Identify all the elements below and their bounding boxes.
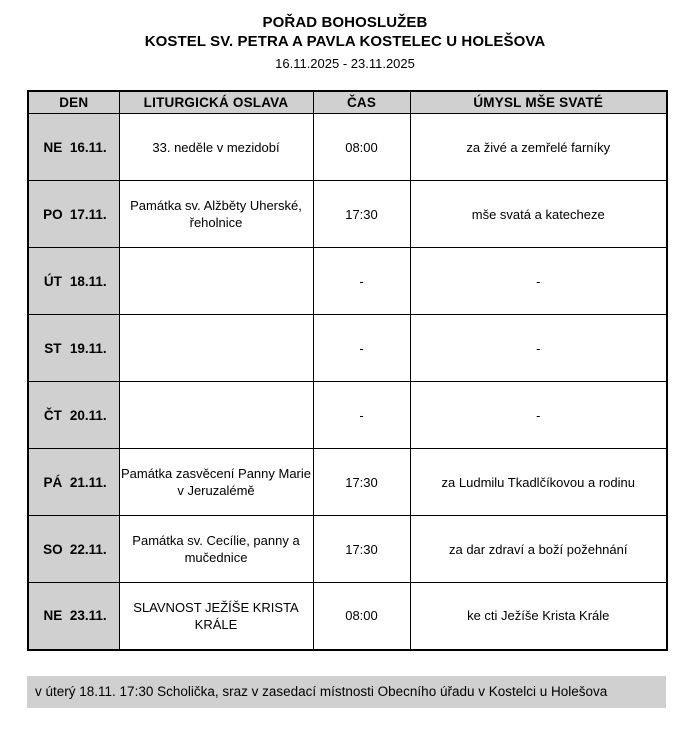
table-row: PÁ 21.11. Památka zasvěcení Panny Marie v … xyxy=(27,448,668,516)
cell-day: SO 22.11. xyxy=(27,515,120,583)
column-header-time: ČAS xyxy=(312,90,411,114)
day-date: 16.11. xyxy=(69,139,107,155)
document-title-secondary: KOSTEL SV. PETRA A PAVLA KOSTELEC U HOLE… xyxy=(144,33,546,50)
cell-time: 17:30 xyxy=(312,515,411,583)
cell-intention: - xyxy=(409,247,668,315)
cell-day: PÁ 21.11. xyxy=(27,448,120,516)
cell-day: ÚT 18.11. xyxy=(27,247,120,315)
day-date: 23.11. xyxy=(69,608,107,624)
cell-time: - xyxy=(312,381,411,449)
cell-intention: mše svatá a katecheze xyxy=(409,180,668,248)
cell-celebration: Památka sv. Alžběty Uherské, řeholnice xyxy=(118,180,314,248)
day-of-week: ÚT xyxy=(43,273,62,289)
cell-intention: - xyxy=(409,314,668,382)
schedule-table-head: DEN LITURGICKÁ OSLAVA ČAS ÚMYSL MŠE SVAT… xyxy=(27,90,668,114)
document-heading: POŘAD BOHOSLUŽEB KOSTEL SV. PETRA A PAVL… xyxy=(0,0,690,73)
cell-intention: za živé a zemřelé farníky xyxy=(409,113,668,181)
table-header-row: DEN LITURGICKÁ OSLAVA ČAS ÚMYSL MŠE SVAT… xyxy=(27,90,668,114)
day-of-week: NE xyxy=(43,139,63,155)
column-header-intention: ÚMYSL MŠE SVATÉ xyxy=(409,90,668,114)
document-date-range: 16.11.2025 - 23.11.2025 xyxy=(275,56,415,71)
cell-time: - xyxy=(312,247,411,315)
cell-intention: - xyxy=(409,381,668,449)
table-row: ČT 20.11. - - xyxy=(27,381,668,449)
table-row: ÚT 18.11. - - xyxy=(27,247,668,315)
column-header-celebration: LITURGICKÁ OSLAVA xyxy=(118,90,314,114)
day-date: 19.11. xyxy=(69,340,107,356)
cell-intention: ke cti Ježíše Krista Krále xyxy=(409,582,668,650)
document-title-primary: POŘAD BOHOSLUŽEB xyxy=(262,14,428,31)
day-date: 17.11. xyxy=(69,206,107,222)
cell-celebration: Památka zasvěcení Panny Marie v Jeruzalé… xyxy=(118,448,314,516)
day-of-week: ST xyxy=(44,340,62,356)
cell-time: 08:00 xyxy=(312,582,411,650)
schedule-table: DEN LITURGICKÁ OSLAVA ČAS ÚMYSL MŠE SVAT… xyxy=(27,90,668,651)
cell-time: - xyxy=(312,314,411,382)
day-date: 18.11. xyxy=(69,273,107,289)
cell-celebration: 33. neděle v mezidobí xyxy=(118,113,314,181)
footer-note: v úterý 18.11. 17:30 Scholička, sraz v z… xyxy=(27,676,666,708)
cell-day: ČT 20.11. xyxy=(27,381,120,449)
cell-celebration xyxy=(118,381,314,449)
cell-day: PO 17.11. xyxy=(27,180,120,248)
cell-time: 17:30 xyxy=(312,180,411,248)
table-row: ST 19.11. - - xyxy=(27,314,668,382)
cell-celebration xyxy=(118,247,314,315)
table-row: NE 23.11. SLAVNOST JEŽÍŠE KRISTA KRÁLE 08:0… xyxy=(27,582,668,650)
column-header-day: DEN xyxy=(27,90,120,114)
cell-intention: za Ludmilu Tkadlčíkovou a rodinu xyxy=(409,448,668,516)
cell-day: NE 16.11. xyxy=(27,113,120,181)
table-row: NE 16.11. 33. neděle v mezidobí 08:00 za živ… xyxy=(27,113,668,181)
day-date: 21.11. xyxy=(69,474,107,490)
day-of-week: PÁ xyxy=(43,474,63,490)
cell-day: NE 23.11. xyxy=(27,582,120,650)
day-of-week: SO xyxy=(43,541,63,557)
cell-time: 08:00 xyxy=(312,113,411,181)
day-of-week: NE xyxy=(43,608,63,624)
cell-intention: za dar zdraví a boží požehnání xyxy=(409,515,668,583)
cell-celebration xyxy=(118,314,314,382)
day-date: 22.11. xyxy=(69,541,107,557)
schedule-table-container: DEN LITURGICKÁ OSLAVA ČAS ÚMYSL MŠE SVAT… xyxy=(27,90,668,651)
table-row: PO 17.11. Památka sv. Alžběty Uherské, řeh… xyxy=(27,180,668,248)
day-of-week: ČT xyxy=(43,407,62,423)
cell-time: 17:30 xyxy=(312,448,411,516)
schedule-table-body: NE 16.11. 33. neděle v mezidobí 08:00 za živ… xyxy=(27,113,668,650)
cell-celebration: Památka sv. Cecílie, panny a mučednice xyxy=(118,515,314,583)
table-row: SO 22.11. Památka sv. Cecílie, panny a muč… xyxy=(27,515,668,583)
cell-celebration: SLAVNOST JEŽÍŠE KRISTA KRÁLE xyxy=(118,582,314,650)
day-date: 20.11. xyxy=(69,407,107,423)
day-of-week: PO xyxy=(43,206,63,222)
cell-day: ST 19.11. xyxy=(27,314,120,382)
